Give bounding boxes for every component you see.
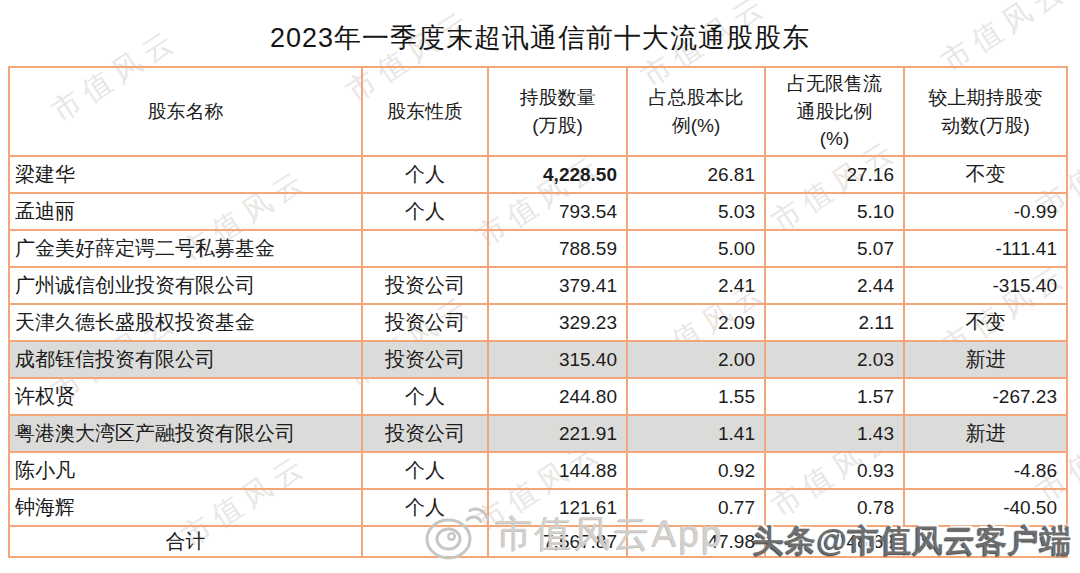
cell-name: 孟迪丽	[9, 193, 362, 230]
cell-change: -111.41	[904, 230, 1067, 267]
table-body: 梁建华个人4,228.5026.8127.16不变孟迪丽个人793.545.03…	[9, 156, 1067, 557]
cell-nature: 个人	[362, 193, 488, 230]
shareholders-table: 股东名称 股东性质 持股数量 (万股) 占总股本比 例(%) 占无限售流 通股比…	[8, 66, 1068, 558]
cell-pct-total: 2.00	[627, 341, 765, 378]
header-shareholder-name: 股东名称	[9, 67, 362, 156]
table-header: 股东名称 股东性质 持股数量 (万股) 占总股本比 例(%) 占无限售流 通股比…	[9, 67, 1067, 156]
cell-name: 广金美好薛定谔二号私募基金	[9, 230, 362, 267]
cell-pct-total: 2.09	[627, 304, 765, 341]
cell-shares: 329.23	[488, 304, 627, 341]
header-pct-float: 占无限售流 通股比例 (%)	[765, 67, 904, 156]
cell-pct-float: 0.78	[765, 489, 904, 526]
table-row: 陈小凡个人144.880.920.93-4.86	[9, 452, 1067, 489]
cell-nature: 投资公司	[362, 415, 488, 452]
header-shareholder-nature: 股东性质	[362, 67, 488, 156]
cell-name: 成都钰信投资有限公司	[9, 341, 362, 378]
cell-shares: 121.61	[488, 489, 627, 526]
cell-nature	[362, 230, 488, 267]
cell-shares: 315.40	[488, 341, 627, 378]
cell-change: -267.23	[904, 378, 1067, 415]
cell-pct-float: 5.10	[765, 193, 904, 230]
cell-pct-float: 1.43	[765, 415, 904, 452]
cell-change: -4.86	[904, 452, 1067, 489]
cell-shares: 144.88	[488, 452, 627, 489]
cell-shares: 7,567.87	[488, 526, 627, 557]
cell-name: 钟海辉	[9, 489, 362, 526]
cell-nature: 投资公司	[362, 341, 488, 378]
cell-shares: 4,228.50	[488, 156, 627, 193]
cell-name: 梁建华	[9, 156, 362, 193]
cell-change: -40.50	[904, 489, 1067, 526]
cell-name: 天津久德长盛股权投资基金	[9, 304, 362, 341]
cell-nature	[362, 526, 488, 557]
cell-pct-float: 27.16	[765, 156, 904, 193]
cell-pct-float: 2.11	[765, 304, 904, 341]
cell-pct-total: 1.41	[627, 415, 765, 452]
cell-nature: 个人	[362, 156, 488, 193]
table-row: 天津久德长盛股权投资基金投资公司329.232.092.11不变	[9, 304, 1067, 341]
cell-pct-total: 0.92	[627, 452, 765, 489]
cell-change: -0.99	[904, 193, 1067, 230]
header-pct-total: 占总股本比 例(%)	[627, 67, 765, 156]
cell-name: 广州诚信创业投资有限公司	[9, 267, 362, 304]
cell-change: 不变	[904, 156, 1067, 193]
cell-pct-float: 2.44	[765, 267, 904, 304]
cell-pct-float: 48.62	[765, 526, 904, 557]
cell-pct-float: 0.93	[765, 452, 904, 489]
table-row: 孟迪丽个人793.545.035.10-0.99	[9, 193, 1067, 230]
cell-shares: 244.80	[488, 378, 627, 415]
header-shares-held: 持股数量 (万股)	[488, 67, 627, 156]
cell-pct-total: 1.55	[627, 378, 765, 415]
cell-nature: 个人	[362, 378, 488, 415]
cell-change: 不变	[904, 304, 1067, 341]
table-row: 钟海辉个人121.610.770.78-40.50	[9, 489, 1067, 526]
table-row: 成都钰信投资有限公司投资公司315.402.002.03新进	[9, 341, 1067, 378]
cell-pct-total: 2.41	[627, 267, 765, 304]
cell-change: 新进	[904, 415, 1067, 452]
cell-shares: 788.59	[488, 230, 627, 267]
table-row: 广州诚信创业投资有限公司投资公司379.412.412.44-315.40	[9, 267, 1067, 304]
table-row: 粤港澳大湾区产融投资有限公司投资公司221.911.411.43新进	[9, 415, 1067, 452]
cell-shares: 221.91	[488, 415, 627, 452]
cell-name: 陈小凡	[9, 452, 362, 489]
screenshot-canvas: 市值风云市值风云市值风云市值风云市值风云市值风云市值风云市值风云市值风云市值风云…	[0, 0, 1080, 573]
total-row: 合计 7,567.8747.9848.62	[9, 526, 1067, 557]
table-row: 广金美好薛定谔二号私募基金 788.595.005.07-111.41	[9, 230, 1067, 267]
cell-change: -315.40	[904, 267, 1067, 304]
cell-shares: 379.41	[488, 267, 627, 304]
table-row: 梁建华个人4,228.5026.8127.16不变	[9, 156, 1067, 193]
cell-pct-total: 5.03	[627, 193, 765, 230]
cell-change: 新进	[904, 341, 1067, 378]
table-row: 许权贤个人244.801.551.57-267.23	[9, 378, 1067, 415]
cell-total-label: 合计	[9, 526, 362, 557]
cell-nature: 个人	[362, 452, 488, 489]
cell-nature: 个人	[362, 489, 488, 526]
header-change: 较上期持股变 动数(万股)	[904, 67, 1067, 156]
header-row: 股东名称 股东性质 持股数量 (万股) 占总股本比 例(%) 占无限售流 通股比…	[9, 67, 1067, 156]
cell-pct-float: 5.07	[765, 230, 904, 267]
cell-shares: 793.54	[488, 193, 627, 230]
cell-name: 粤港澳大湾区产融投资有限公司	[9, 415, 362, 452]
cell-pct-total: 0.77	[627, 489, 765, 526]
cell-pct-total: 47.98	[627, 526, 765, 557]
cell-name: 许权贤	[9, 378, 362, 415]
page-title: 2023年一季度末超讯通信前十大流通股股东	[0, 20, 1080, 56]
cell-pct-total: 5.00	[627, 230, 765, 267]
cell-nature: 投资公司	[362, 304, 488, 341]
cell-pct-total: 26.81	[627, 156, 765, 193]
cell-pct-float: 2.03	[765, 341, 904, 378]
cell-nature: 投资公司	[362, 267, 488, 304]
cell-change	[904, 526, 1067, 557]
cell-pct-float: 1.57	[765, 378, 904, 415]
